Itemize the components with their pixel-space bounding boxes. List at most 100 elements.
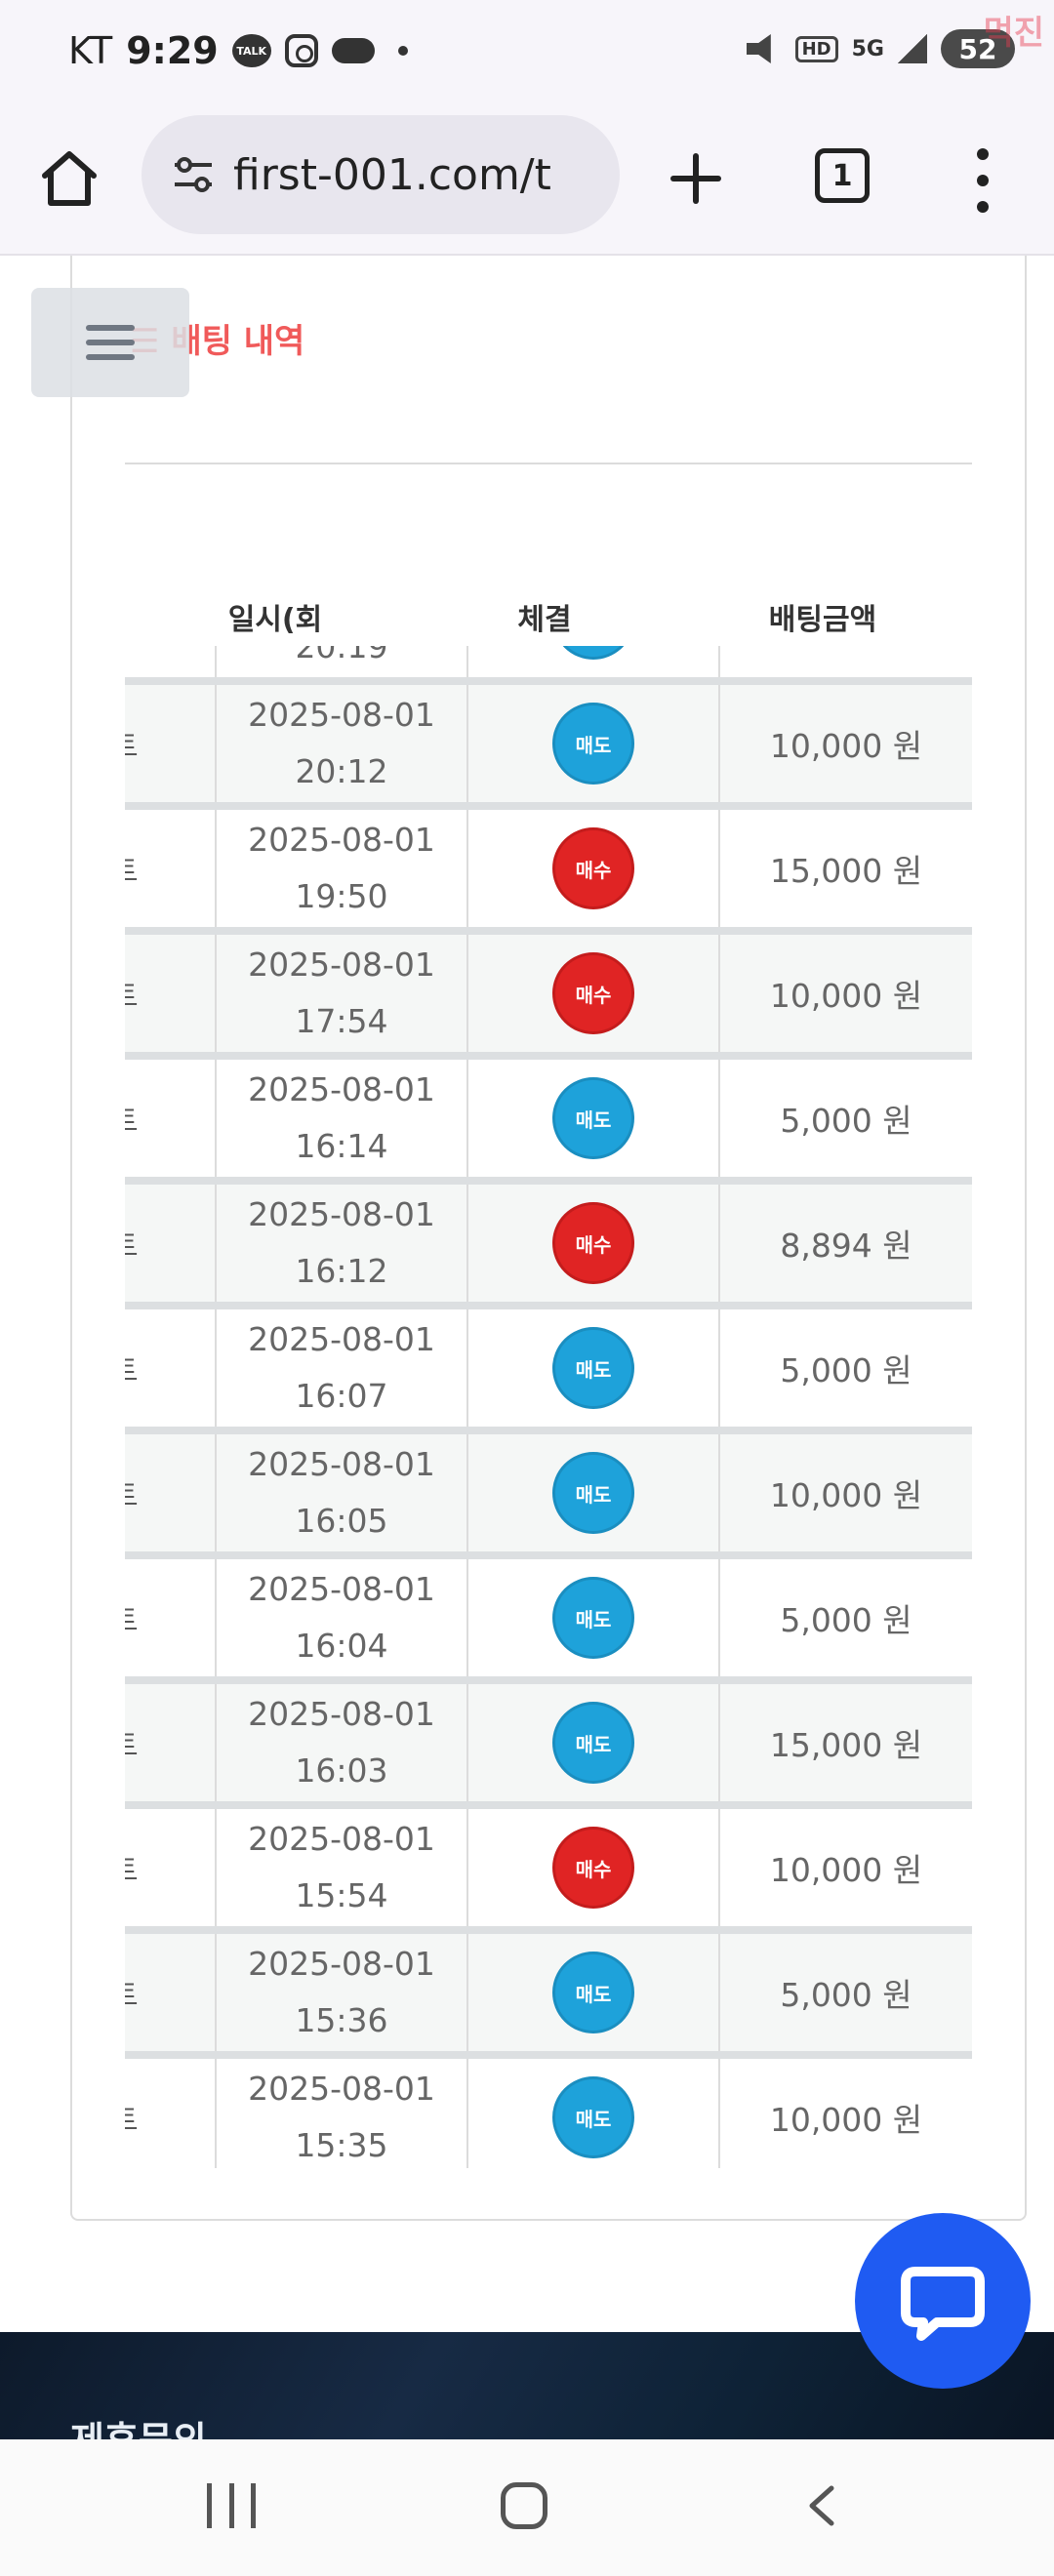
table-row[interactable]: 트 2025-08-01 16:14 매도 5,000 원 <box>125 1060 972 1185</box>
cell-amount: 5,000 원 <box>780 1976 912 2014</box>
bet-date: 2025-08-01 <box>248 2070 435 2108</box>
site-settings-icon[interactable] <box>171 152 216 197</box>
address-bar[interactable]: first-001.com/t <box>142 115 620 234</box>
recent-apps-icon <box>228 2483 234 2528</box>
table-row[interactable]: 트 2025-08-01 19:50 매수 15,000 원 <box>125 810 972 935</box>
cell-datetime: 2025-08-01 16:07 <box>217 1309 468 1427</box>
cell-game-type: 트 <box>125 1185 217 1302</box>
recent-apps-button[interactable] <box>207 2483 256 2528</box>
cell-amount: 15,000 원 <box>769 852 923 890</box>
cell-datetime: 2025-08-01 17:54 <box>217 935 468 1052</box>
cell-game-type: 트 <box>125 1934 217 2051</box>
execution-badge: 매도 <box>552 1077 634 1159</box>
cell-datetime: 2025-08-01 16:04 <box>217 1559 468 1676</box>
game-type-text: 트 <box>125 1222 139 1265</box>
game-type-text: 트 <box>125 1721 139 1764</box>
table-header: 일시(회차) 체결 배팅금액 <box>125 595 972 680</box>
cell-datetime: 2025-08-01 16:12 <box>217 1185 468 1302</box>
system-nav-bar <box>0 2439 1054 2576</box>
carrier-label: KT <box>68 29 113 72</box>
cell-execution: 매수 <box>468 935 720 1052</box>
cell-amount: 5,000 원 <box>780 1601 912 1639</box>
live-chat-button[interactable] <box>855 2213 1031 2389</box>
cell-amount: 10,000 원 <box>769 727 923 765</box>
cell-game-type: 트 <box>125 2059 217 2168</box>
cell-amount: 10,000 원 <box>769 977 923 1015</box>
table-row[interactable]: 트 2025-08-01 16:07 매도 5,000 원 <box>125 1309 972 1434</box>
plus-icon <box>670 153 721 204</box>
execution-badge: 매수 <box>552 1202 634 1284</box>
bet-date: 2025-08-01 <box>248 1070 435 1108</box>
bet-time: 19:50 <box>295 877 388 915</box>
cell-datetime: 2025-08-01 19:50 <box>217 810 468 927</box>
browser-home-button[interactable] <box>37 146 101 211</box>
game-type-text: 트 <box>125 972 139 1015</box>
bet-time: 16:07 <box>295 1377 388 1415</box>
table-row[interactable]: 트 2025-08-01 16:05 매도 10,000 원 <box>125 1434 972 1559</box>
header-amount: 배팅금액 <box>768 603 877 637</box>
cell-game-type: 트 <box>125 1559 217 1676</box>
clock-time: 9:29 <box>126 29 219 72</box>
game-type-text: 트 <box>125 1347 139 1389</box>
table-row[interactable]: 트 2025-08-01 20:12 매도 10,000 원 <box>125 685 972 810</box>
network-5g-icon: 5G <box>851 36 884 61</box>
table-row[interactable]: 트 2025-08-01 17:54 매수 10,000 원 <box>125 935 972 1060</box>
execution-badge: 매도 <box>552 1702 634 1784</box>
cell-game-type: 트 <box>125 935 217 1052</box>
cell-game-type: 트 <box>125 685 217 802</box>
game-type-text: 트 <box>125 1471 139 1514</box>
table-row[interactable]: 트 2025-08-01 15:35 매도 10,000 원 <box>125 2059 972 2168</box>
browser-toolbar: first-001.com/t 1 <box>0 109 1054 256</box>
bet-time: 16:05 <box>295 1502 388 1540</box>
execution-badge: 매수 <box>552 1827 634 1909</box>
bet-time: 15:36 <box>295 2001 388 2039</box>
cell-game-type: 트 <box>125 1060 217 1177</box>
cell-execution: 매도 <box>468 1060 720 1177</box>
table-row[interactable]: 트 2025-08-01 16:03 매도 15,000 원 <box>125 1684 972 1809</box>
cell-amount: 5,000 원 <box>720 646 972 677</box>
tab-switcher-button[interactable]: 1 <box>815 148 870 203</box>
bet-time: 15:35 <box>295 2126 388 2164</box>
cell-execution: 매도 <box>468 1309 720 1427</box>
table-row[interactable]: 트 2025-08-01 15:54 매수 10,000 원 <box>125 1809 972 1934</box>
hamburger-menu-button[interactable] <box>31 288 189 397</box>
cell-execution: 매도 <box>468 646 720 677</box>
new-tab-button[interactable] <box>664 146 728 211</box>
talk-icon: TALK <box>231 34 271 67</box>
notification-dot-icon <box>397 46 408 56</box>
cell-amount: 15,000 원 <box>769 1726 923 1764</box>
bet-time: 16:03 <box>295 1751 388 1790</box>
cell-datetime: 2025-08-01 16:03 <box>217 1684 468 1801</box>
chat-bubble-icon <box>901 2267 985 2341</box>
cell-execution: 매도 <box>468 1434 720 1551</box>
browser-menu-button[interactable] <box>968 148 997 213</box>
footer-title[interactable]: 제휴문의 <box>70 2410 207 2439</box>
game-type-text: 트 <box>125 847 139 890</box>
mute-icon <box>746 34 771 63</box>
system-home-button[interactable] <box>501 2482 547 2529</box>
execution-badge: 매도 <box>552 646 634 660</box>
section-divider <box>125 463 972 464</box>
url-text[interactable]: first-001.com/t <box>233 149 551 200</box>
header-execution: 체결 <box>517 603 572 637</box>
more-dot-icon <box>977 148 989 160</box>
bet-date: 2025-08-01 <box>248 1195 435 1233</box>
bet-time: 15:54 <box>295 1876 388 1914</box>
cell-game-type: 트 <box>125 1809 217 1926</box>
table-row[interactable]: 트 2025-08-01 16:12 매수 8,894 원 <box>125 1185 972 1309</box>
table-row[interactable]: 트 2025-08-01 16:04 매도 5,000 원 <box>125 1559 972 1684</box>
game-type-text: 트 <box>125 1097 139 1140</box>
cell-execution: 매수 <box>468 1809 720 1926</box>
cell-execution: 매도 <box>468 2059 720 2168</box>
bet-time: 20:12 <box>295 752 388 790</box>
more-dot-icon <box>977 175 989 186</box>
cell-amount: 5,000 원 <box>780 1351 912 1389</box>
table-row[interactable]: 트 2025-08-01 15:36 매도 5,000 원 <box>125 1934 972 2059</box>
watermark-logo: 먹진 <box>983 14 1044 53</box>
cell-datetime: 2025-08-01 16:14 <box>217 1060 468 1177</box>
execution-badge: 매도 <box>552 1327 634 1409</box>
back-button[interactable] <box>800 2484 843 2527</box>
